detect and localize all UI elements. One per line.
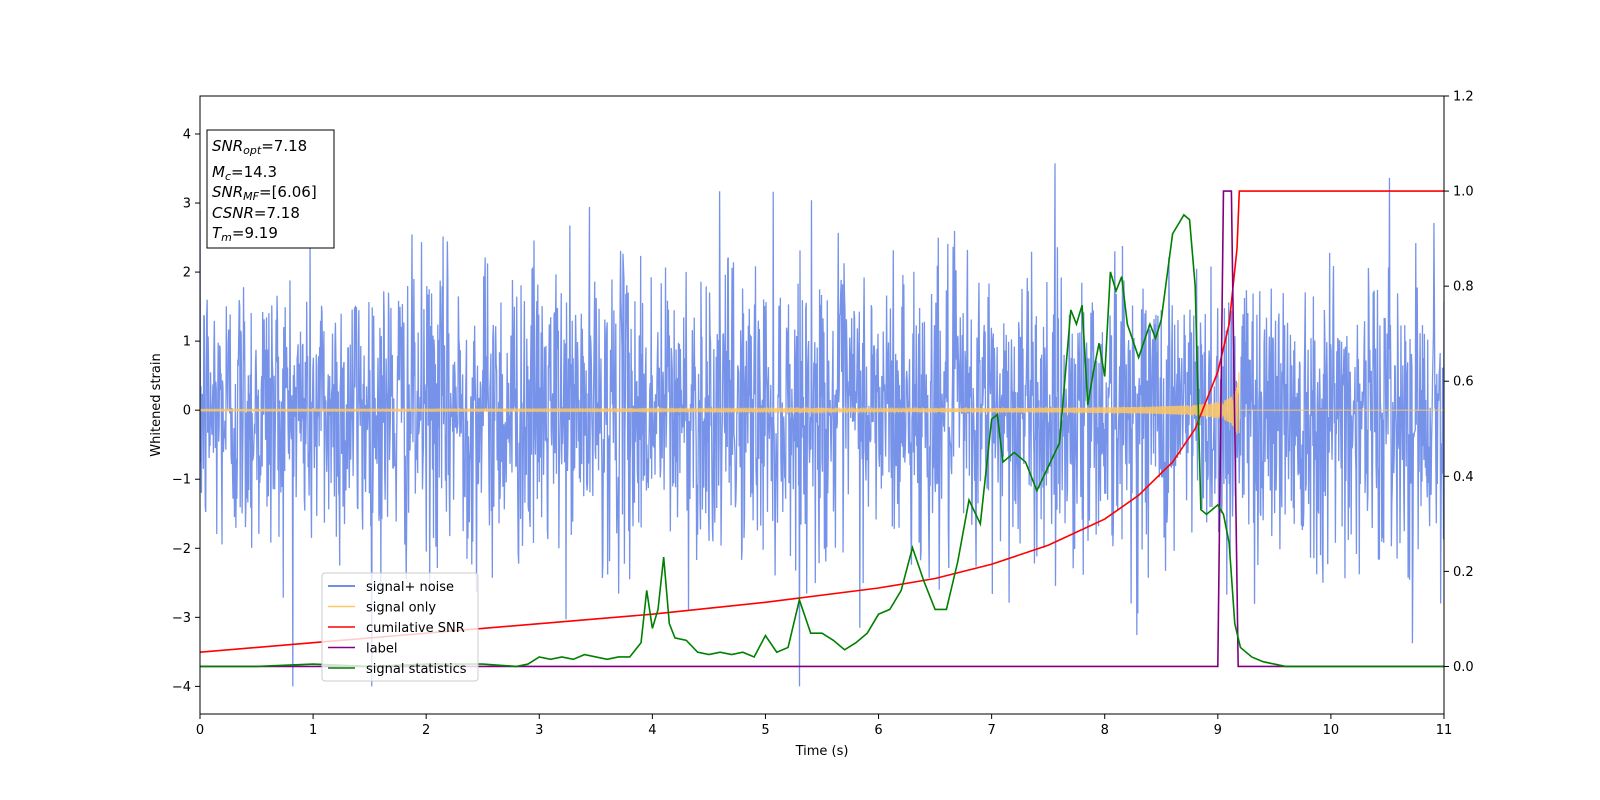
y2-tick-label: 0.8 (1453, 280, 1474, 295)
series-signal-statistics (200, 213, 1444, 668)
legend-label: cumilative SNR (366, 621, 465, 636)
plot-frame (199, 95, 1445, 715)
legend-label: signal+ noise (366, 580, 454, 595)
x-tick-label: 10 (1323, 723, 1340, 738)
info-line: Mc=14.3 (212, 163, 277, 183)
series-cumulative-snr (200, 190, 1444, 653)
legend: signal+ noise signal only cumilative SNR la… (321, 572, 479, 682)
x-tick-label: 0 (196, 723, 204, 738)
y-tick-label: 1 (183, 335, 191, 350)
y-tick-label: 2 (183, 266, 191, 281)
signal-only-line (200, 372, 1444, 435)
y-tick-label: −2 (172, 542, 191, 557)
plot-area (200, 163, 1444, 687)
legend-label: signal statistics (366, 662, 467, 677)
info-box-frame (206, 129, 335, 249)
y2-tick-label: 0.4 (1453, 470, 1474, 485)
y2-tick-label: 1.0 (1453, 185, 1474, 200)
x-tick-label: 3 (535, 723, 543, 738)
y-tick-label: 4 (183, 127, 191, 142)
x-axis-label: Time (s) (795, 744, 849, 759)
series-label (200, 190, 1444, 668)
info-line: SNRMF=[6.06] (212, 183, 317, 203)
x-tick-label: 11 (1436, 723, 1453, 738)
x-tick-label: 7 (987, 723, 995, 738)
y-tick-label: 0 (183, 404, 191, 419)
y-tick-label: −4 (172, 680, 191, 695)
y-tick-label: −1 (172, 473, 191, 488)
y2-tick-label: 0.2 (1453, 565, 1474, 580)
legend-label: label (366, 642, 397, 657)
info-line: SNRopt=7.18 (212, 137, 307, 157)
info-line: CSNR=7.18 (212, 204, 300, 222)
legend-frame (321, 572, 479, 682)
y-axis-label: Whitened strain (149, 353, 164, 456)
y-tick-label: −3 (172, 611, 191, 626)
series-signal-only (200, 372, 1444, 435)
x-axis: 0 1 2 3 4 5 6 7 8 9 10 11 (196, 714, 1452, 738)
y2-tick-label: 0.6 (1453, 375, 1474, 390)
x-tick-label: 1 (309, 723, 317, 738)
y-axis-right: 0.0 0.2 0.4 0.6 0.8 1.0 1.2 (1444, 90, 1474, 675)
y-axis-left: −4 −3 −2 −1 0 1 2 3 4 (172, 127, 200, 695)
x-tick-label: 6 (874, 723, 882, 738)
x-tick-label: 4 (648, 723, 656, 738)
x-tick-label: 5 (761, 723, 769, 738)
legend-label: signal only (366, 601, 436, 616)
info-line: Tm=9.19 (212, 224, 278, 244)
x-tick-label: 9 (1214, 723, 1222, 738)
x-tick-label: 8 (1101, 723, 1109, 738)
y2-tick-label: 0.0 (1453, 660, 1474, 675)
y-tick-label: 3 (183, 197, 191, 212)
x-tick-label: 2 (422, 723, 430, 738)
y2-tick-label: 1.2 (1453, 90, 1474, 105)
